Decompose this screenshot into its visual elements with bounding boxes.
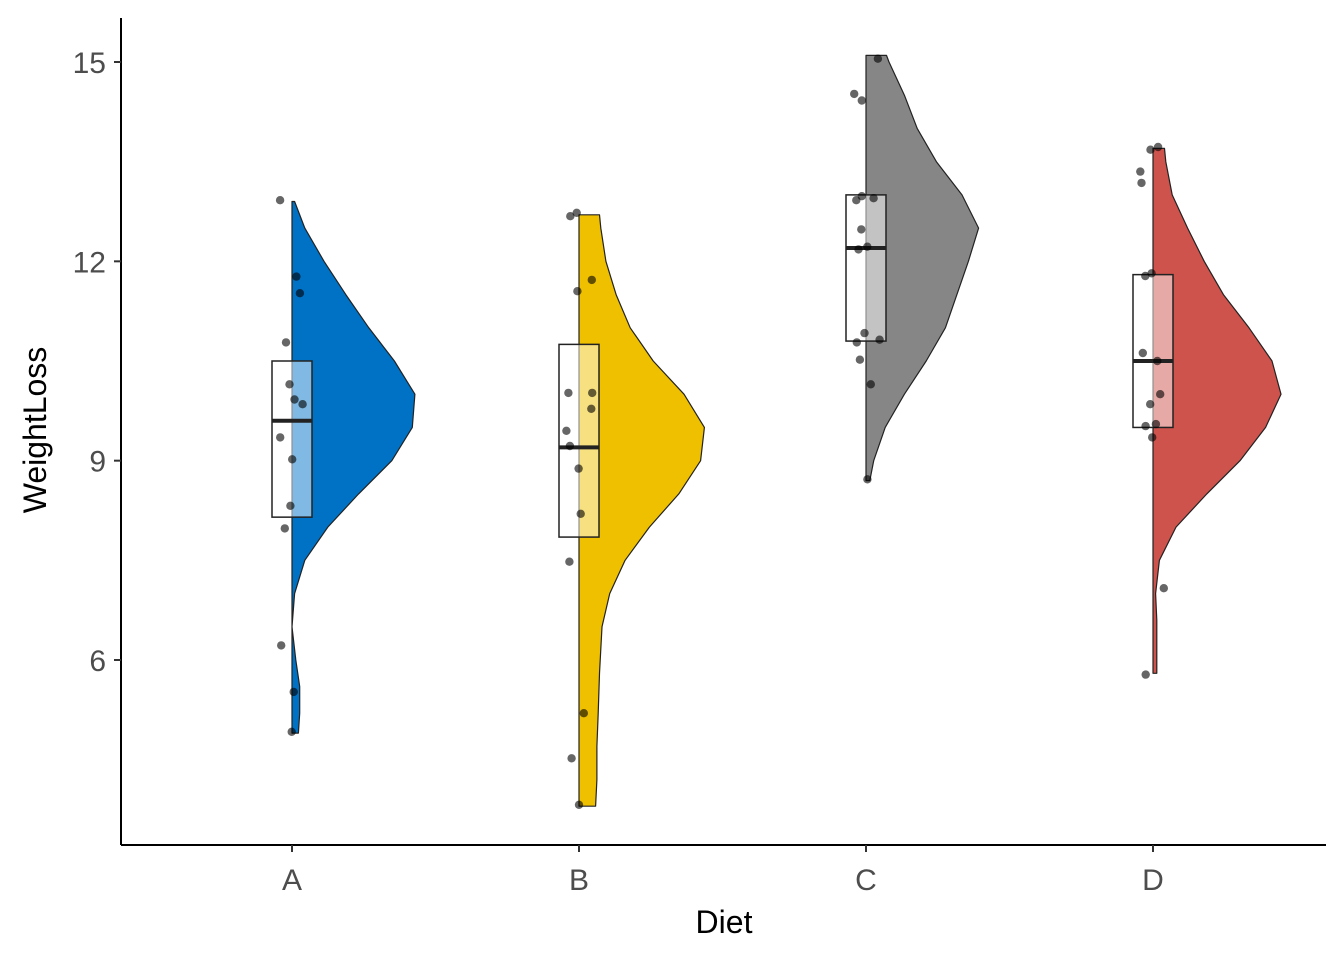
y-tick-label: 15 xyxy=(73,47,106,80)
data-point-A xyxy=(289,687,298,697)
data-point-C xyxy=(857,225,866,234)
box-C xyxy=(845,194,887,342)
data-point-B xyxy=(566,212,575,221)
data-point-A xyxy=(276,433,285,442)
data-point-D xyxy=(1148,433,1157,442)
data-point-A xyxy=(285,380,294,389)
y-tick-label: 9 xyxy=(89,446,106,479)
data-point-A xyxy=(287,727,296,736)
data-point-B xyxy=(565,557,574,566)
boxplot-layer xyxy=(271,194,1174,538)
y-axis-title: WeightLoss xyxy=(17,347,53,514)
data-point-C xyxy=(866,380,875,389)
data-point-D xyxy=(1159,584,1169,593)
y-axis-ticks: 6 9 12 15 xyxy=(73,47,121,678)
data-point-B xyxy=(579,709,588,718)
data-point-B xyxy=(576,509,585,518)
data-point-C xyxy=(850,89,859,99)
data-point-D xyxy=(1146,400,1155,409)
data-point-D xyxy=(1136,167,1145,176)
data-point-C xyxy=(852,338,861,347)
data-point-B xyxy=(562,426,571,435)
x-tick-label: D xyxy=(1142,864,1164,897)
data-point-A xyxy=(275,196,285,205)
density-layer xyxy=(291,54,1282,807)
data-point-D xyxy=(1153,142,1163,152)
data-point-D xyxy=(1153,356,1162,366)
data-point-B xyxy=(574,464,583,473)
x-tick-label: C xyxy=(855,864,877,897)
density-cloud-C xyxy=(865,54,980,482)
box-B xyxy=(558,343,600,538)
density-cloud-A xyxy=(291,200,416,734)
data-point-B xyxy=(574,800,584,809)
x-axis-ticks: A B C D xyxy=(282,845,1164,897)
data-point-D xyxy=(1141,421,1150,431)
data-point-C xyxy=(869,194,878,203)
data-point-B xyxy=(588,388,597,398)
data-point-C xyxy=(855,355,865,364)
data-point-C xyxy=(873,54,883,63)
data-point-A xyxy=(298,400,307,409)
data-point-A xyxy=(290,395,299,404)
data-point-C xyxy=(875,335,884,344)
data-point-A xyxy=(288,455,297,464)
data-point-C xyxy=(863,242,872,251)
data-point-A xyxy=(281,338,291,347)
x-axis-title: Diet xyxy=(696,904,753,940)
data-point-C xyxy=(857,96,866,105)
x-tick-label: B xyxy=(569,864,589,897)
density-cloud-D xyxy=(1152,147,1282,674)
data-point-A xyxy=(292,272,301,281)
points-layer xyxy=(275,54,1169,809)
data-point-A xyxy=(280,524,289,533)
data-point-B xyxy=(573,287,582,296)
data-point-B xyxy=(587,275,596,285)
data-point-B xyxy=(565,441,575,451)
data-point-A xyxy=(277,641,286,650)
data-point-D xyxy=(1137,178,1146,188)
data-point-B xyxy=(587,404,596,413)
y-tick-label: 12 xyxy=(73,246,106,279)
data-point-D xyxy=(1151,419,1161,429)
data-point-D xyxy=(1141,271,1150,281)
data-point-D xyxy=(1141,670,1150,679)
data-point-A xyxy=(286,501,295,510)
data-point-B xyxy=(567,754,576,763)
data-point-D xyxy=(1146,145,1155,154)
density-cloud-B xyxy=(578,214,705,807)
data-point-C xyxy=(857,192,866,201)
data-point-A xyxy=(295,289,305,298)
data-point-C xyxy=(854,245,863,254)
data-point-B xyxy=(572,208,581,217)
data-point-D xyxy=(1138,348,1148,358)
y-tick-label: 6 xyxy=(89,645,106,678)
data-point-D xyxy=(1147,269,1156,278)
data-point-B xyxy=(564,388,573,398)
data-point-C xyxy=(860,328,869,338)
x-tick-label: A xyxy=(282,864,302,897)
data-point-D xyxy=(1156,390,1165,399)
data-point-C xyxy=(863,475,872,484)
